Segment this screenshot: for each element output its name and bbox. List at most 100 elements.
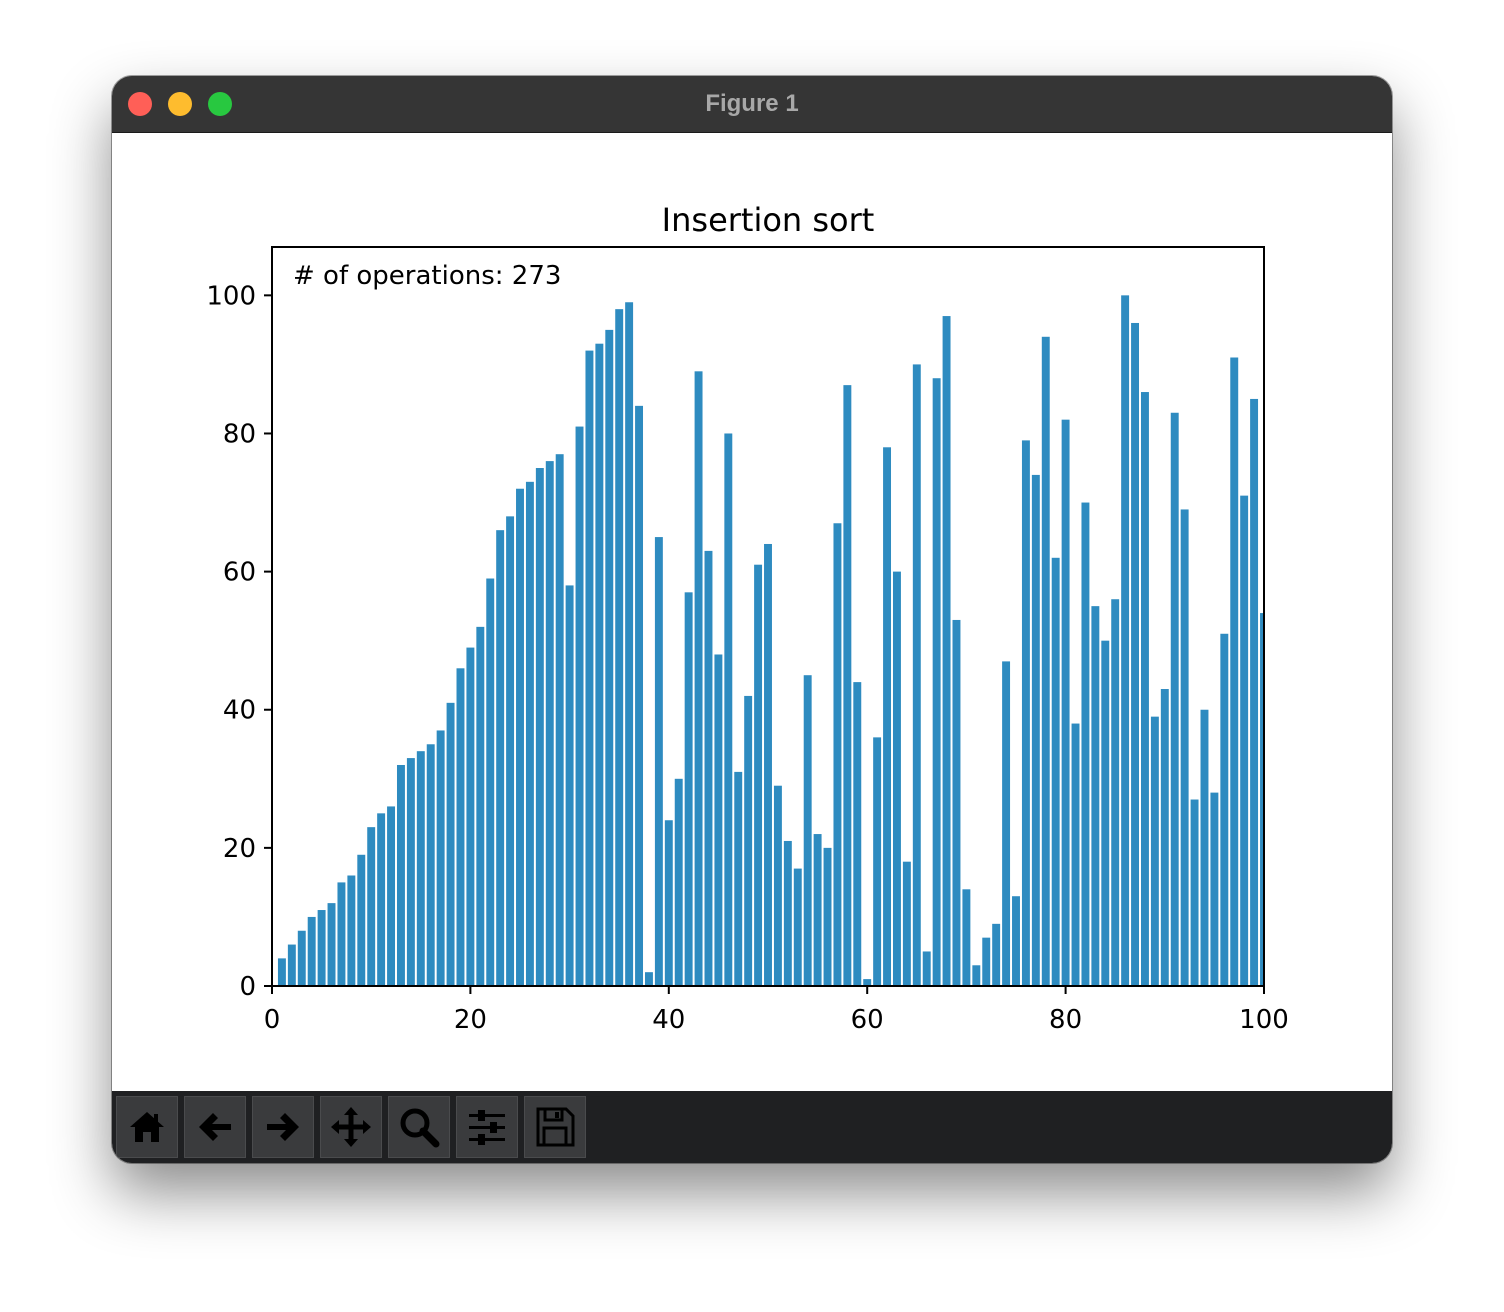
bar (357, 854, 366, 986)
bar (644, 972, 653, 986)
bar (625, 302, 634, 986)
figure-window: Figure 1 Insertion sort 0 20 40 60 80 100 0 20… (112, 76, 1392, 1163)
magnifier-icon (400, 1108, 440, 1148)
bar (1121, 295, 1130, 986)
bar (1101, 640, 1110, 986)
bar (486, 578, 495, 986)
bar (555, 454, 564, 986)
zoom-button[interactable] (388, 1096, 450, 1158)
minimize-window-button[interactable] (168, 92, 192, 116)
bar (516, 488, 524, 986)
chart-title: Insertion sort (662, 201, 875, 239)
bar (912, 364, 921, 986)
bar (1061, 419, 1070, 986)
bar (674, 778, 683, 986)
bar (853, 682, 862, 986)
x-tick-label: 60 (851, 1005, 884, 1035)
bar (843, 385, 852, 986)
move-icon (331, 1107, 371, 1147)
bar (525, 481, 534, 986)
bar (535, 468, 544, 986)
bar (496, 530, 505, 986)
bar (1180, 509, 1189, 986)
arrow-left-icon (199, 1113, 231, 1141)
bar (506, 516, 515, 986)
bar (297, 930, 306, 986)
bar (1150, 716, 1159, 986)
bar (1021, 440, 1030, 986)
bar (377, 813, 386, 986)
bar (1260, 613, 1264, 986)
save-button[interactable] (524, 1096, 586, 1158)
bar (1012, 896, 1020, 986)
bar (1131, 322, 1140, 986)
figure-canvas[interactable]: Insertion sort 0 20 40 60 80 100 0 20 40 60 80 100… (112, 133, 1392, 1091)
bar (1190, 799, 1199, 986)
bar (456, 668, 465, 986)
bar (1210, 792, 1219, 986)
bar (615, 309, 624, 986)
bar (1071, 723, 1080, 986)
bar (962, 889, 971, 986)
bar (545, 461, 554, 987)
bar (337, 882, 346, 986)
bar (863, 979, 872, 986)
y-tick-label: 80 (223, 419, 256, 449)
bar (436, 730, 445, 986)
bar (1081, 502, 1090, 986)
bar (883, 447, 892, 986)
configure-subplots-button[interactable] (456, 1096, 518, 1158)
bar (406, 758, 415, 986)
bar (1041, 336, 1050, 986)
bar (277, 958, 286, 986)
x-tick-label: 20 (454, 1005, 487, 1035)
back-button[interactable] (184, 1096, 246, 1158)
bar (922, 951, 931, 986)
close-window-button[interactable] (128, 92, 152, 116)
home-button[interactable] (116, 1096, 178, 1158)
bar (704, 550, 713, 986)
bar (1111, 599, 1120, 986)
window-title: Figure 1 (705, 90, 799, 117)
bar (942, 316, 951, 986)
bar (902, 861, 911, 986)
sliders-icon (469, 1110, 505, 1145)
bar (1002, 661, 1011, 986)
bar (565, 585, 574, 986)
x-tick-label: 0 (264, 1005, 281, 1035)
pan-button[interactable] (320, 1096, 382, 1158)
bar (744, 695, 753, 986)
home-icon (130, 1112, 164, 1142)
bar (694, 371, 703, 986)
bar (813, 834, 822, 986)
forward-button[interactable] (252, 1096, 314, 1158)
title-bar[interactable]: Figure 1 (112, 76, 1392, 133)
bar (287, 944, 296, 986)
bar (803, 675, 812, 986)
bar (793, 868, 802, 986)
bar (932, 378, 941, 986)
bar (426, 744, 435, 986)
bar (476, 626, 485, 986)
y-tick-label: 20 (223, 834, 256, 864)
x-tick-label: 80 (1049, 1005, 1082, 1035)
x-tick-label: 40 (652, 1005, 685, 1035)
maximize-window-button[interactable] (208, 92, 232, 116)
navigation-toolbar (112, 1091, 1392, 1163)
bar (347, 875, 356, 986)
y-tick-label: 60 (223, 558, 256, 588)
bar (1051, 557, 1060, 986)
bar (446, 702, 455, 986)
bar (734, 771, 743, 986)
bar (1091, 606, 1100, 986)
bar (635, 405, 644, 986)
bar (1230, 357, 1239, 987)
bar (595, 343, 604, 986)
bar (823, 847, 832, 986)
bar (466, 647, 475, 986)
bar (754, 564, 763, 986)
bar (773, 785, 782, 986)
bar (714, 654, 723, 986)
bar (992, 923, 1001, 986)
bar (1250, 398, 1259, 986)
